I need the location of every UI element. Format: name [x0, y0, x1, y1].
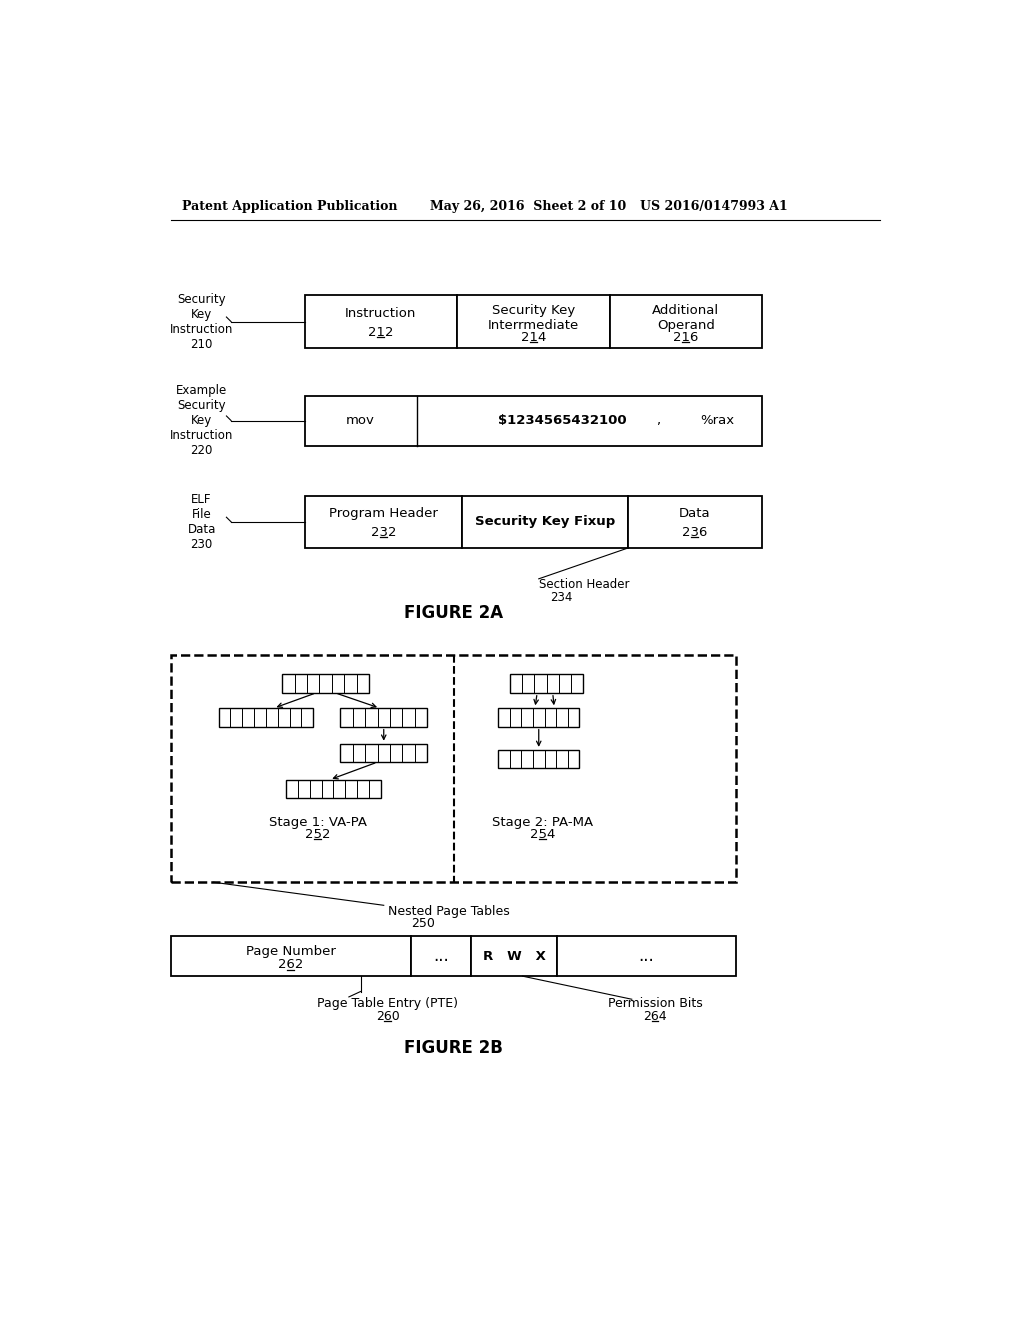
Text: Permission Bits: Permission Bits — [607, 997, 702, 1010]
Text: Example
Security
Key
Instruction
220: Example Security Key Instruction 220 — [170, 384, 233, 457]
Bar — [510, 675, 584, 693]
Text: Page Table Entry (PTE): Page Table Entry (PTE) — [317, 997, 458, 1010]
Bar — [628, 495, 762, 548]
Bar — [286, 780, 381, 799]
Bar — [305, 495, 463, 548]
Text: Interrmediate: Interrmediate — [487, 319, 579, 331]
Text: 234: 234 — [550, 591, 572, 603]
Text: 252: 252 — [305, 828, 331, 841]
Text: Section Header: Section Header — [539, 578, 630, 591]
Text: Patent Application Publication: Patent Application Publication — [182, 199, 397, 213]
Bar — [283, 675, 369, 693]
Text: Nested Page Tables: Nested Page Tables — [388, 906, 509, 917]
Text: 236: 236 — [682, 525, 708, 539]
Text: 216: 216 — [673, 331, 698, 343]
Text: FIGURE 2A: FIGURE 2A — [403, 603, 503, 622]
Bar — [463, 495, 628, 548]
Bar — [305, 396, 762, 446]
Text: US 2016/0147993 A1: US 2016/0147993 A1 — [640, 199, 787, 213]
Text: 232: 232 — [371, 525, 396, 539]
Bar — [557, 936, 736, 977]
Text: Additional: Additional — [652, 304, 719, 317]
Bar — [471, 936, 557, 977]
Text: 212: 212 — [369, 326, 393, 339]
Text: Stage 2: PA-MA: Stage 2: PA-MA — [493, 816, 593, 829]
Text: May 26, 2016  Sheet 2 of 10: May 26, 2016 Sheet 2 of 10 — [430, 199, 627, 213]
Text: Instruction: Instruction — [345, 308, 417, 321]
Text: Operand: Operand — [656, 319, 715, 331]
Text: 260: 260 — [376, 1010, 399, 1023]
Text: FIGURE 2B: FIGURE 2B — [404, 1039, 503, 1057]
Text: $1234565432100: $1234565432100 — [498, 414, 627, 428]
Text: Stage 1: VA-PA: Stage 1: VA-PA — [269, 816, 367, 829]
Text: Program Header: Program Header — [329, 507, 438, 520]
Bar — [340, 708, 427, 726]
Bar — [457, 296, 609, 348]
Text: 214: 214 — [520, 331, 546, 343]
Bar — [219, 708, 313, 726]
Text: 250: 250 — [411, 917, 435, 931]
Text: Page Number: Page Number — [246, 945, 336, 958]
Bar — [498, 708, 580, 726]
Text: ...: ... — [639, 948, 654, 965]
Text: 254: 254 — [530, 828, 555, 841]
Text: ELF
File
Data
230: ELF File Data 230 — [187, 492, 216, 550]
Text: %rax: %rax — [700, 414, 734, 428]
Text: ,: , — [656, 414, 660, 428]
Text: R   W   X: R W X — [482, 949, 546, 962]
Text: 262: 262 — [279, 958, 303, 972]
Text: mov: mov — [346, 414, 375, 428]
Bar — [305, 296, 457, 348]
Text: ...: ... — [433, 948, 449, 965]
Bar — [609, 296, 762, 348]
Text: Security
Key
Instruction
210: Security Key Instruction 210 — [170, 293, 233, 351]
Bar — [411, 936, 471, 977]
Bar — [498, 750, 580, 768]
Text: Security Key Fixup: Security Key Fixup — [475, 515, 615, 528]
Text: 264: 264 — [643, 1010, 667, 1023]
Bar — [171, 936, 411, 977]
Text: Data: Data — [679, 507, 711, 520]
Bar — [171, 655, 736, 882]
Text: Security Key: Security Key — [492, 304, 574, 317]
Bar — [340, 743, 427, 762]
